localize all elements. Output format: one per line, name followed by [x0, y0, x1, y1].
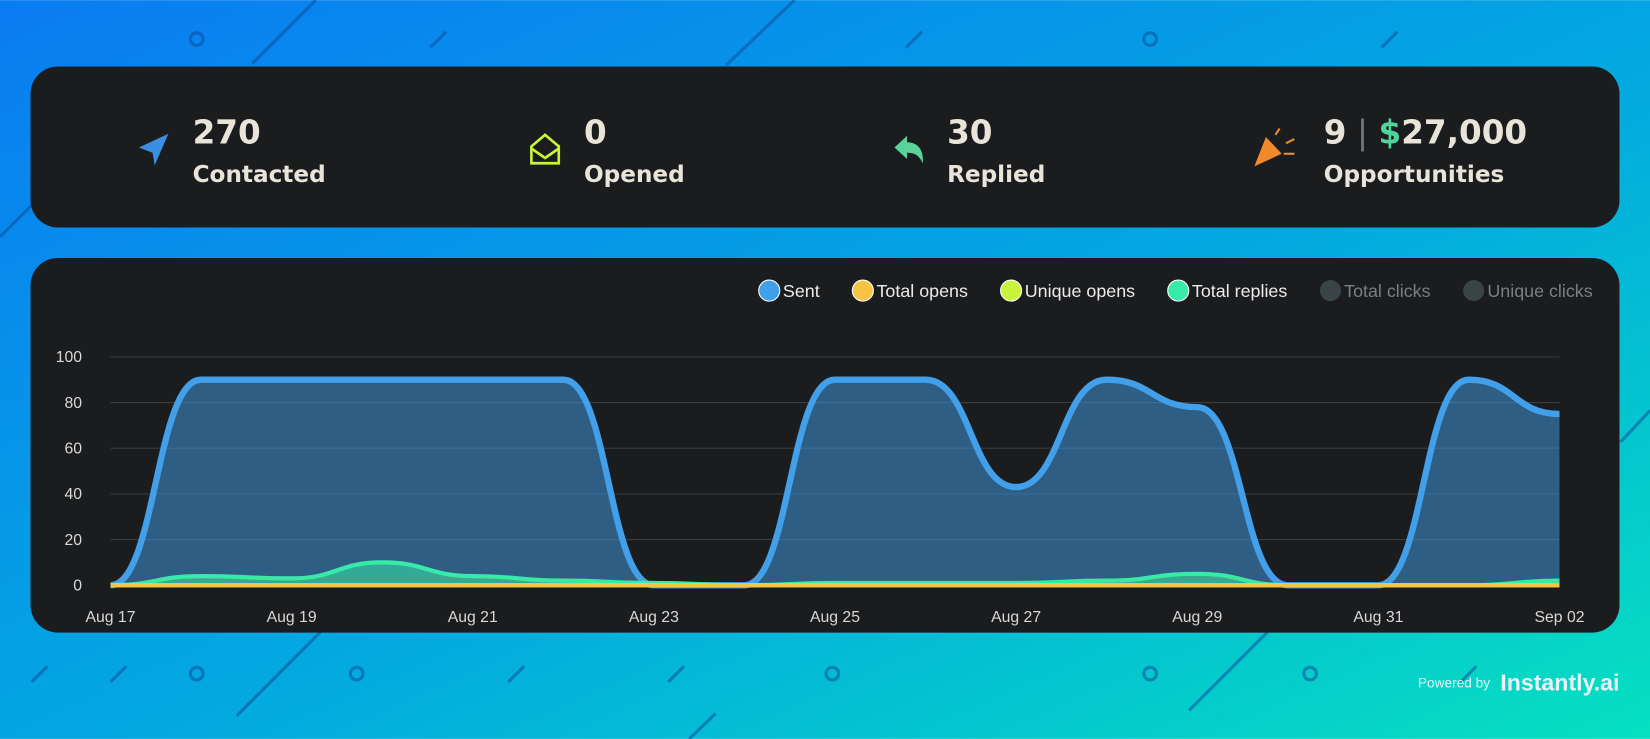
x-tick-label: Aug 27 [991, 609, 1041, 626]
y-tick-label: 40 [65, 486, 83, 503]
legend-swatch [758, 279, 781, 302]
legend-label: Sent [783, 281, 820, 301]
y-tick-label: 0 [73, 577, 82, 594]
currency: $ [1379, 113, 1402, 151]
x-tick-label: Aug 23 [629, 609, 679, 626]
stat-value: 0 [584, 113, 607, 151]
y-tick-label: 80 [65, 395, 83, 412]
y-tick-label: 20 [65, 532, 83, 549]
legend-swatch [851, 279, 874, 302]
stats-card [30, 66, 1620, 228]
powered-by: Powered by [1418, 675, 1490, 690]
legend-swatch [1319, 280, 1341, 302]
legend-swatch [1167, 279, 1190, 302]
legend-label: Unique opens [1025, 281, 1135, 301]
area-fill [110, 379, 1560, 586]
y-tick-label: 100 [56, 349, 83, 366]
legend-label: Total replies [1192, 281, 1287, 301]
stat-value: 9 | $27,000 [1324, 113, 1527, 151]
x-tick-label: Sep 02 [1535, 609, 1585, 626]
stat-value: 270 [193, 113, 261, 151]
y-tick-label: 60 [65, 440, 83, 457]
legend-swatch [1463, 280, 1485, 302]
x-tick-label: Aug 17 [86, 609, 136, 626]
stat-label: Replied [947, 162, 1045, 188]
amount: 27,000 [1401, 113, 1527, 151]
stat-value: 30 [947, 113, 992, 151]
x-tick-label: Aug 31 [1353, 609, 1403, 626]
brand: Instantly.ai [1500, 669, 1619, 695]
x-tick-label: Aug 21 [448, 609, 498, 626]
stat-label: Opened [584, 162, 685, 188]
count: 9 [1324, 113, 1347, 151]
x-tick-label: Aug 19 [267, 609, 317, 626]
open-icon [530, 133, 561, 165]
reply-icon [894, 135, 923, 164]
legend-label: Total opens [877, 281, 968, 301]
party-icon [1254, 127, 1295, 167]
x-tick-label: Aug 25 [810, 609, 860, 626]
area-fill [110, 562, 1560, 586]
stat-label: Opportunities [1324, 162, 1505, 188]
separator: | [1357, 113, 1368, 151]
x-tick-label: Aug 29 [1172, 609, 1222, 626]
stat-label: Contacted [193, 162, 326, 188]
legend-swatch [1000, 279, 1023, 302]
send-icon [138, 133, 169, 166]
legend-label: Unique clicks [1487, 281, 1592, 301]
legend-label: Total clicks [1344, 281, 1430, 301]
